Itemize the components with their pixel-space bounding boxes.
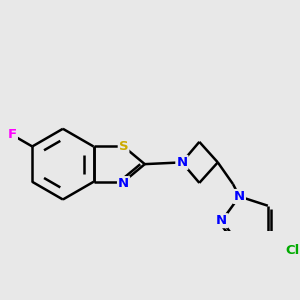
Text: Cl: Cl — [286, 244, 300, 257]
Text: N: N — [216, 214, 227, 227]
Text: F: F — [8, 128, 17, 142]
Text: N: N — [234, 190, 245, 203]
Text: N: N — [176, 156, 188, 169]
Text: S: S — [119, 140, 128, 153]
Text: N: N — [118, 177, 129, 190]
